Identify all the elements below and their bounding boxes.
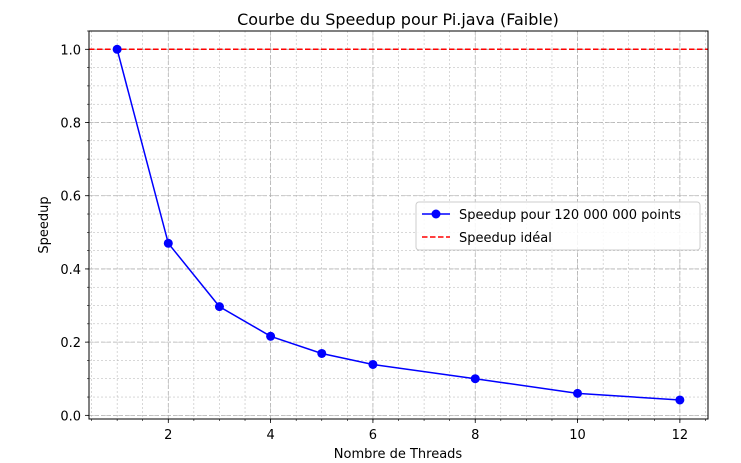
- y-tick-label: 0.2: [60, 336, 81, 351]
- series-layer: [112, 44, 685, 405]
- speedup-data-point: [573, 388, 583, 398]
- speedup-data-point: [214, 302, 224, 312]
- speedup-data-point: [470, 374, 480, 384]
- x-tick-label: 8: [471, 428, 479, 443]
- y-tick-label: 0.0: [60, 409, 81, 424]
- x-tick-label: 6: [369, 428, 377, 443]
- legend-reference-label: Speedup idéal: [459, 231, 552, 246]
- speedup-data-point: [163, 238, 173, 248]
- speedup-data-point: [112, 44, 122, 54]
- x-tick-label: 2: [164, 428, 172, 443]
- y-axis-label: Speedup: [37, 196, 52, 253]
- chart-title: Courbe du Speedup pour Pi.java (Faible): [237, 10, 559, 29]
- speedup-data-point: [266, 331, 276, 341]
- x-tick-label: 4: [266, 428, 274, 443]
- legend-box: [415, 201, 701, 251]
- x-tick-label: 12: [672, 428, 689, 443]
- speedup-data-point: [675, 395, 685, 405]
- y-tick-label: 0.8: [60, 117, 81, 132]
- axis-ticks: 2 4 6 8 10 12 0.0 0.2 0.4 0.6 0.8 1.0: [60, 30, 706, 443]
- legend-series-marker: [431, 209, 441, 219]
- y-tick-label: 0.6: [60, 190, 81, 205]
- speedup-data-point: [317, 348, 327, 358]
- legend-series-label: Speedup pour 120 000 000 points: [459, 208, 681, 223]
- x-axis-label: Nombre de Threads: [334, 447, 463, 462]
- y-tick-label: 1.0: [60, 43, 81, 58]
- legend: Speedup pour 120 000 000 points Speedup …: [415, 201, 701, 251]
- x-tick-label: 10: [569, 428, 586, 443]
- speedup-data-point: [368, 359, 378, 369]
- y-tick-label: 0.4: [60, 263, 81, 278]
